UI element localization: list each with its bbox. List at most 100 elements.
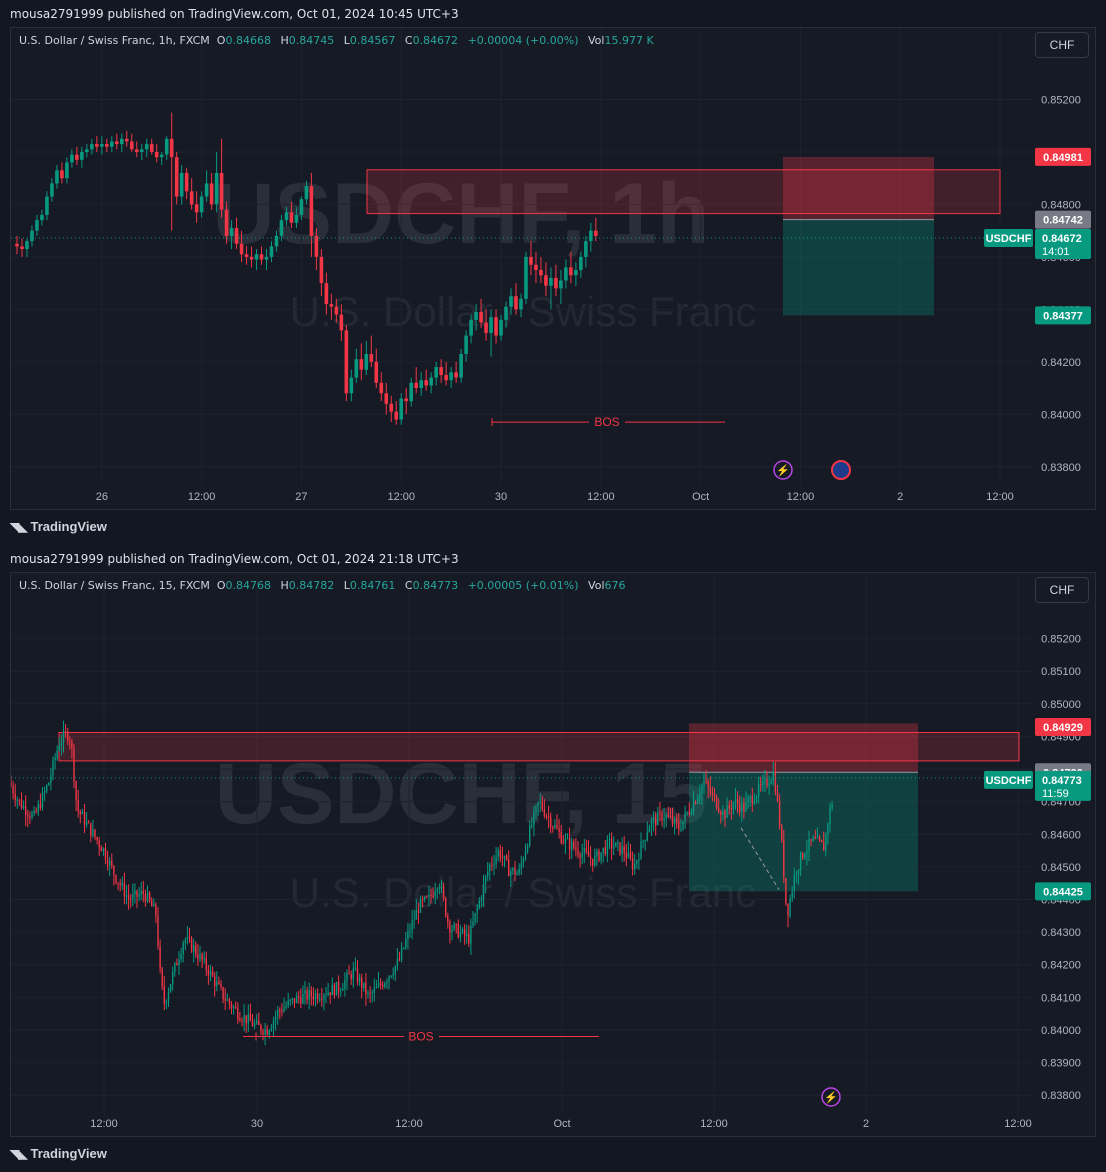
candle-body bbox=[232, 1007, 235, 1009]
currency-button[interactable]: CHF bbox=[1035, 577, 1089, 603]
candle-body bbox=[31, 813, 33, 818]
candle-body bbox=[75, 154, 79, 160]
candle-body bbox=[83, 811, 86, 826]
candle-body bbox=[760, 784, 762, 786]
candle-body bbox=[180, 953, 182, 960]
x-tick-label: 27 bbox=[295, 491, 307, 503]
candle-body bbox=[219, 172, 224, 210]
candle-body bbox=[256, 1020, 258, 1024]
candle-body bbox=[226, 999, 228, 1001]
chart-canvas[interactable]: USDCHF, 15 U.S. Dollar / Swiss Franc 0.852… bbox=[11, 573, 1097, 1138]
candle-body bbox=[539, 270, 543, 276]
open-value: 0.84668 bbox=[225, 34, 271, 47]
candle-body bbox=[268, 1030, 270, 1035]
candle-body bbox=[776, 791, 779, 801]
candle-body bbox=[667, 815, 669, 817]
candle-body bbox=[764, 778, 766, 781]
candle-body bbox=[646, 832, 648, 841]
candle-body bbox=[459, 932, 462, 938]
candle-body bbox=[554, 825, 556, 828]
candle-body bbox=[726, 804, 728, 819]
position-target-area bbox=[689, 772, 918, 892]
candle-body bbox=[149, 144, 154, 152]
candle-body bbox=[421, 898, 424, 900]
candle-body bbox=[823, 842, 825, 851]
candle-body bbox=[105, 144, 109, 147]
candle-body bbox=[484, 322, 488, 333]
publisher-line: mousa2791999 published on TradingView.co… bbox=[10, 552, 459, 566]
candle-body bbox=[594, 855, 596, 866]
candle-body bbox=[414, 382, 418, 389]
projection-line bbox=[740, 827, 780, 890]
candle-body bbox=[743, 802, 745, 812]
y-tick-label: 0.84300 bbox=[1041, 927, 1081, 939]
candle-body bbox=[638, 859, 640, 861]
ohlc-legend: U.S. Dollar / Swiss Franc, 1h, FXCM O0.8… bbox=[19, 34, 654, 47]
candle-body bbox=[144, 893, 147, 902]
candle-body bbox=[148, 892, 151, 901]
candle-body bbox=[174, 157, 179, 197]
candle-body bbox=[426, 896, 428, 898]
candle-body bbox=[399, 398, 404, 420]
candle-body bbox=[164, 138, 169, 155]
candle-body bbox=[117, 882, 119, 884]
candle-body bbox=[324, 283, 329, 305]
lightning-icon bbox=[821, 1087, 841, 1107]
symbol-label[interactable]: U.S. Dollar / Swiss Franc, 15, FXCM bbox=[19, 579, 210, 592]
candle-body bbox=[40, 214, 44, 221]
price-label-target: 0.84425 bbox=[1043, 886, 1083, 898]
candle-body bbox=[577, 849, 579, 855]
candle-body bbox=[389, 403, 394, 412]
candle-body bbox=[123, 882, 126, 897]
candle-body bbox=[251, 1021, 254, 1027]
currency-button[interactable]: CHF bbox=[1035, 32, 1089, 58]
last-price-label: 0.84672 bbox=[1042, 233, 1082, 245]
chart-panel-15m[interactable]: USDCHF, 15 U.S. Dollar / Swiss Franc 0.852… bbox=[10, 572, 1096, 1137]
candle-body bbox=[335, 981, 338, 996]
volume-value: 15.977 K bbox=[604, 34, 654, 47]
candle-body bbox=[518, 868, 520, 873]
candle-body bbox=[245, 1015, 247, 1024]
candle-body bbox=[41, 792, 44, 808]
chart-canvas[interactable]: USDCHF, 1hU.S. Dollar / Swiss Franc0.852… bbox=[11, 28, 1097, 511]
ohlc-legend: U.S. Dollar / Swiss Franc, 15, FXCM O0.8… bbox=[19, 579, 626, 592]
candle-body bbox=[90, 144, 94, 150]
candle-body bbox=[234, 228, 239, 244]
candle-body bbox=[544, 275, 548, 286]
candle-body bbox=[415, 910, 417, 920]
candle-body bbox=[115, 141, 119, 145]
candle-body bbox=[312, 996, 315, 1000]
candle-body bbox=[25, 241, 29, 250]
change-value: +0.00004 (+0.00%) bbox=[467, 34, 579, 47]
candle-body bbox=[724, 810, 726, 819]
candle-body bbox=[287, 1000, 289, 1006]
y-tick-label: 0.84800 bbox=[1041, 199, 1081, 211]
candle-body bbox=[480, 898, 483, 901]
candle-body bbox=[50, 183, 54, 197]
candle-body bbox=[69, 740, 71, 742]
candle-body bbox=[409, 382, 414, 402]
candle-body bbox=[365, 982, 367, 995]
candle-body bbox=[151, 900, 153, 907]
candle-body bbox=[367, 992, 369, 995]
candle-body bbox=[100, 846, 102, 852]
candle-body bbox=[722, 810, 724, 815]
candle-body bbox=[810, 839, 812, 841]
candle-body bbox=[711, 792, 714, 794]
candle-body bbox=[825, 833, 827, 851]
candle-body bbox=[244, 254, 249, 257]
tradingview-footer: ◥◣ TradingView bbox=[10, 1146, 107, 1161]
candle-body bbox=[827, 824, 829, 834]
symbol-label[interactable]: U.S. Dollar / Swiss Franc, 1h, FXCM bbox=[19, 34, 210, 47]
high-value: 0.84745 bbox=[288, 34, 335, 47]
candle-body bbox=[12, 786, 14, 794]
chart-panel-1h[interactable]: USDCHF, 1hU.S. Dollar / Swiss Franc0.852… bbox=[10, 27, 1096, 510]
candle-body bbox=[386, 981, 388, 984]
price-label-entry: 0.84742 bbox=[1043, 215, 1083, 227]
candle-body bbox=[587, 851, 590, 857]
candle-body bbox=[379, 983, 382, 986]
candle-body bbox=[155, 904, 157, 916]
price-label-stop: 0.84929 bbox=[1043, 722, 1083, 734]
y-tick-label: 0.83900 bbox=[1041, 1058, 1081, 1070]
candle-body bbox=[344, 330, 349, 394]
